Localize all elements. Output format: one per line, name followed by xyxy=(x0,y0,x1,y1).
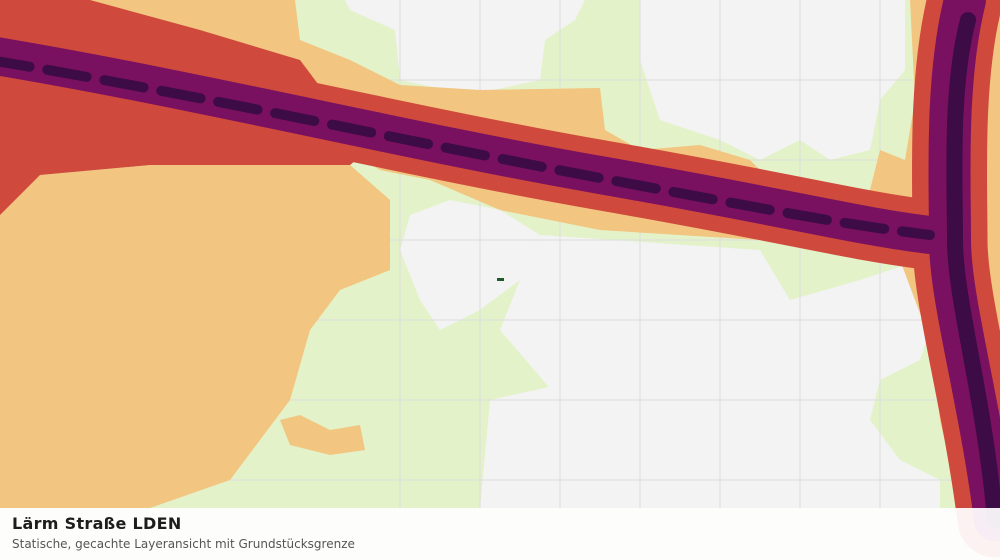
info-panel: Lärm Straße LDEN Statische, gecachte Lay… xyxy=(0,508,1000,560)
layer-title: Lärm Straße LDEN xyxy=(12,514,182,533)
noise-70 xyxy=(0,56,935,240)
noise-70 xyxy=(946,12,1000,528)
noise-zone xyxy=(280,415,365,455)
noise-zone xyxy=(0,165,390,508)
open-area xyxy=(480,235,940,508)
layer-subtitle: Statische, gecachte Layeransicht mit Gru… xyxy=(12,537,355,551)
open-areas xyxy=(345,0,940,508)
open-area xyxy=(345,0,585,95)
parcel-boundary xyxy=(497,278,504,281)
open-area xyxy=(400,200,540,330)
